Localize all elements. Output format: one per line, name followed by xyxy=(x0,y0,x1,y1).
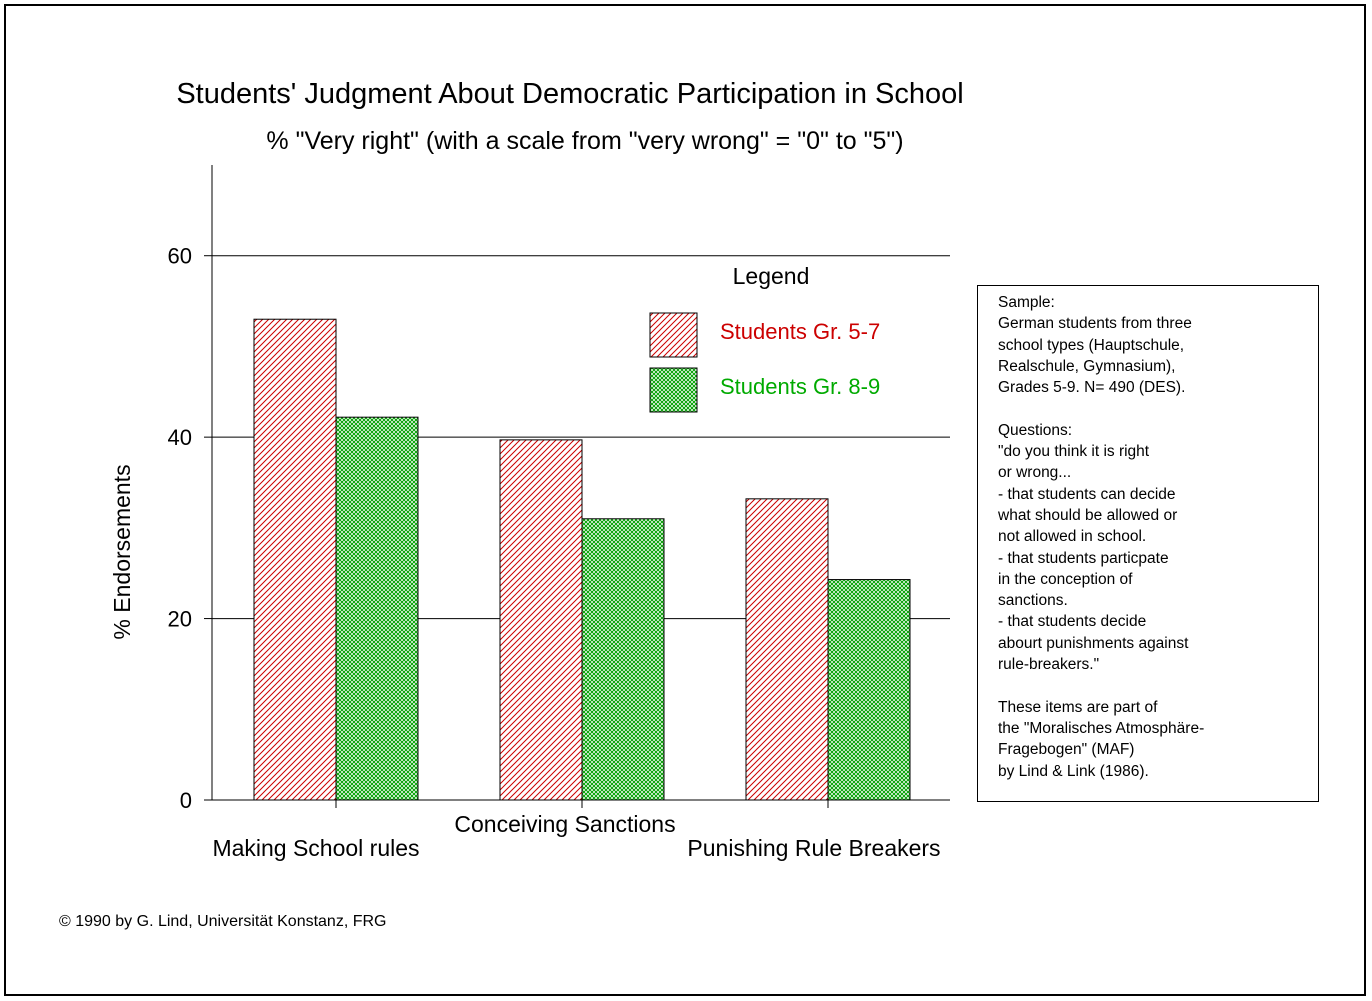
legend-swatch-2 xyxy=(649,367,698,413)
sample-note-box: Sample: German students from three school … xyxy=(977,285,1319,802)
bar-2-3 xyxy=(827,579,911,801)
note-line: - that students particpate xyxy=(998,549,1169,567)
bar-1-2 xyxy=(499,439,583,801)
bar-1-3 xyxy=(745,498,829,801)
x-tick-label: Conceiving Sanctions xyxy=(454,811,675,837)
x-tick-label: Punishing Rule Breakers xyxy=(687,835,940,861)
note-line: sanctions. xyxy=(998,592,1068,610)
copyright-credit: © 1990 by G. Lind, Universität Konstanz,… xyxy=(59,913,387,930)
note-line: not allowed in school. xyxy=(998,528,1147,546)
note-line: or wrong... xyxy=(998,464,1072,482)
note-line: Realschule, Gymnasium), xyxy=(998,357,1176,375)
note-line: by Lind & Link (1986). xyxy=(998,762,1149,780)
legend-swatch-1 xyxy=(649,312,698,358)
bar-2-2 xyxy=(581,518,665,801)
legend-title: Legend xyxy=(733,263,810,289)
bar-1-1 xyxy=(253,318,337,801)
note-line: abourt punishments against xyxy=(998,634,1189,652)
note-line: Sample: xyxy=(998,294,1055,311)
note-line: German students from three xyxy=(998,315,1192,333)
note-line: These items are part of xyxy=(998,698,1158,716)
x-tick-label: Making School rules xyxy=(212,835,419,861)
y-tick-label: 40 xyxy=(168,425,192,450)
note-line: - that students can decide xyxy=(998,485,1176,503)
note-line xyxy=(998,398,1318,419)
note-line: the "Moralisches Atmosphäre- xyxy=(998,719,1205,737)
legend-label-1: Students Gr. 5-7 xyxy=(720,319,880,344)
note-line: what should be allowed or xyxy=(998,506,1178,524)
bar-2-1 xyxy=(335,416,419,801)
note-line: school types (Hauptschule, xyxy=(998,336,1185,354)
note-line: "do you think it is right xyxy=(998,443,1150,461)
y-axis-label: % Endorsements xyxy=(109,464,135,639)
note-line: rule-breakers." xyxy=(998,656,1100,674)
y-tick-label: 0 xyxy=(180,788,192,813)
note-line: in the conception of xyxy=(998,570,1133,588)
note-line: - that students decide xyxy=(998,613,1147,631)
note-line xyxy=(998,675,1318,696)
y-tick-label: 20 xyxy=(168,607,192,632)
chart-title: Students' Judgment About Democratic Part… xyxy=(176,78,963,110)
chart-subtitle: % "Very right" (with a scale from "very … xyxy=(266,127,903,155)
note-line: Fragebogen" (MAF) xyxy=(998,741,1135,759)
note-line: Grades 5-9. N= 490 (DES). xyxy=(998,379,1186,397)
y-tick-label: 60 xyxy=(168,244,192,269)
legend-label-2: Students Gr. 8-9 xyxy=(720,374,880,399)
figure-frame xyxy=(4,4,1366,996)
note-line: Questions: xyxy=(998,421,1073,439)
